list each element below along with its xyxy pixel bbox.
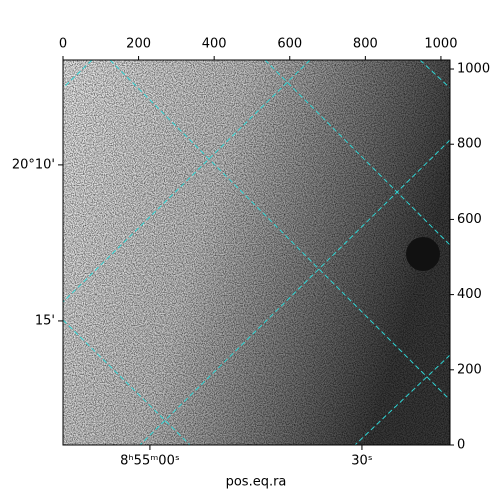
y-tick-label: 200 — [457, 362, 482, 377]
ra-tick-label: 30ˢ — [351, 454, 373, 469]
coordinate-grid — [63, 60, 450, 445]
x-tick-label: 400 — [202, 37, 227, 52]
y-tick-label: 800 — [457, 137, 482, 152]
y-tick-label: 600 — [457, 212, 482, 227]
dec-tick-label: 15' — [35, 313, 55, 328]
frame — [62, 59, 451, 446]
ra-tick-label: 8ʰ55ᵐ00ˢ — [120, 454, 180, 469]
x-tick-label: 800 — [353, 37, 378, 52]
y-tick-label: 1000 — [457, 62, 490, 77]
x-tick-label: 600 — [277, 37, 302, 52]
x-tick-label: 1000 — [424, 37, 457, 52]
y-tick-label: 400 — [457, 287, 482, 302]
y-tick-label: 0 — [457, 438, 465, 453]
sky-image — [63, 60, 450, 445]
dec-tick-label: 20°10' — [12, 157, 55, 172]
x-tick-label: 0 — [59, 37, 67, 52]
x-tick-label: 200 — [126, 37, 151, 52]
x-axis-label: pos.eq.ra — [226, 475, 287, 490]
